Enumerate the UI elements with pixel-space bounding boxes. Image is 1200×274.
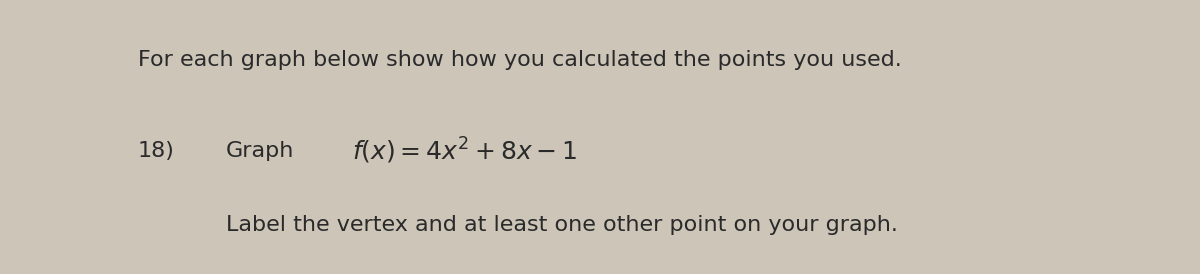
Text: For each graph below show how you calculated the points you used.: For each graph below show how you calcul… [138, 50, 901, 70]
Text: Graph: Graph [226, 141, 294, 161]
Text: Label the vertex and at least one other point on your graph.: Label the vertex and at least one other … [226, 215, 898, 235]
Text: 18): 18) [138, 141, 175, 161]
Text: $f(x) = 4x^2 + 8x - 1$: $f(x) = 4x^2 + 8x - 1$ [352, 136, 577, 166]
